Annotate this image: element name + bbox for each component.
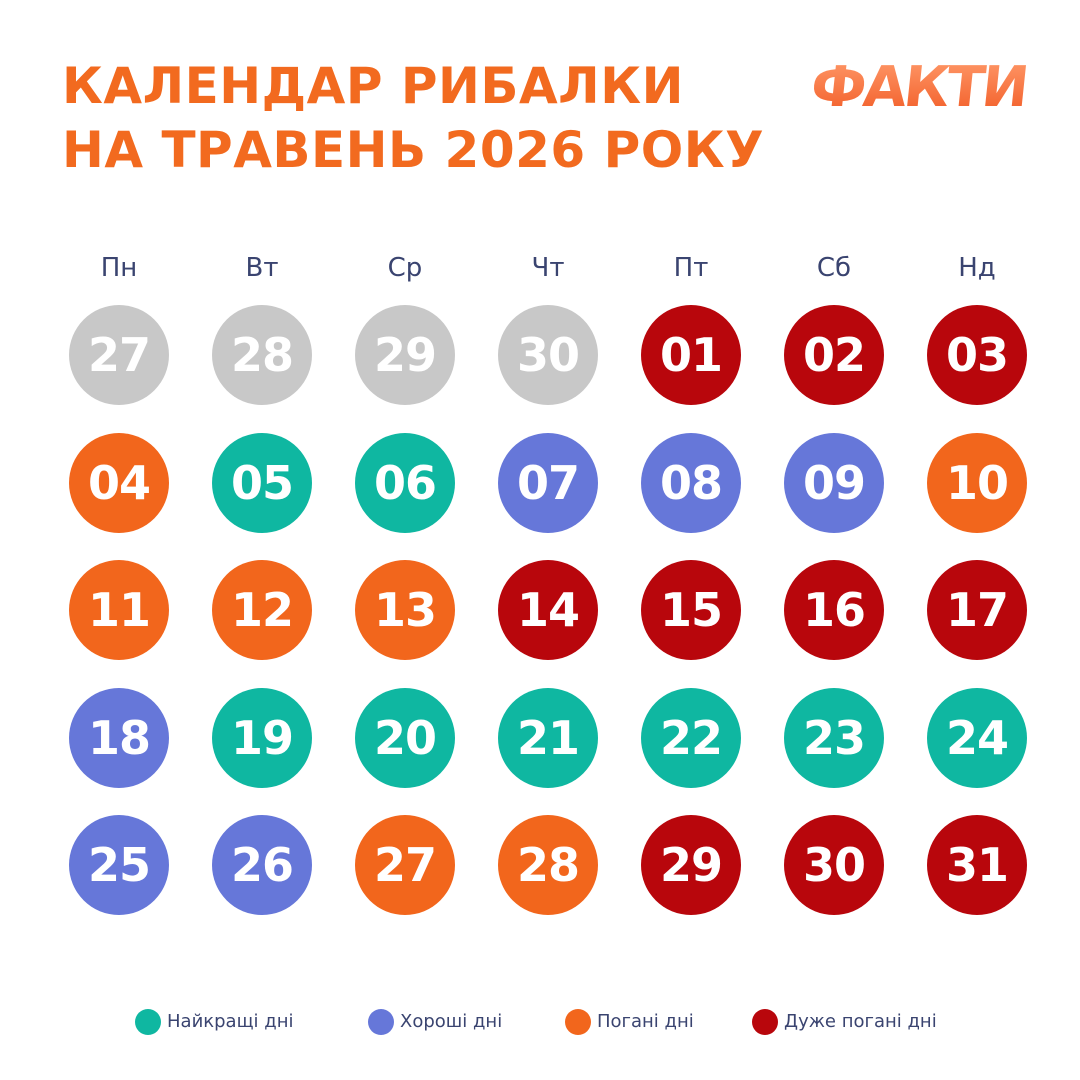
- calendar-day: 29: [641, 815, 741, 915]
- calendar-day: 30: [784, 815, 884, 915]
- calendar-day: 09: [784, 432, 884, 533]
- legend-label: Хороші дні: [400, 1011, 503, 1032]
- calendar-day: 16: [784, 560, 884, 660]
- legend-dot-icon: [368, 1009, 394, 1035]
- calendar-day: 10: [927, 432, 1027, 533]
- calendar-day: 19: [212, 687, 312, 788]
- weekday-label: Ср: [387, 253, 423, 283]
- calendar-day: 01: [641, 305, 741, 405]
- calendar-day: 30: [498, 305, 598, 405]
- calendar-day: 28: [212, 305, 312, 405]
- weekday-header: Пн Вт Ср Чт Пт Сб Нд: [69, 248, 1027, 288]
- weekday-label: Чт: [531, 253, 565, 283]
- calendar-day: 17: [927, 560, 1027, 660]
- legend-dot-icon: [752, 1009, 778, 1035]
- fakty-logo: ФАКТИ: [807, 55, 1030, 120]
- calendar-day: 03: [927, 305, 1027, 405]
- legend-item: Погані дні: [565, 1008, 694, 1036]
- calendar-day: 24: [927, 687, 1027, 788]
- calendar-day: 13: [355, 560, 455, 660]
- title-line-1: КАЛЕНДАР РИБАЛКИ: [62, 57, 684, 115]
- calendar-day: 27: [355, 815, 455, 915]
- calendar-day: 21: [498, 687, 598, 788]
- legend-label: Погані дні: [597, 1011, 694, 1032]
- calendar-day: 18: [69, 687, 169, 788]
- legend-label: Найкращі дні: [167, 1011, 294, 1032]
- calendar-day: 06: [355, 432, 455, 533]
- calendar-day: 20: [355, 687, 455, 788]
- legend: Найкращі дні Хороші дні Погані дні Дуже пог…: [0, 1008, 1080, 1038]
- legend-dot-icon: [565, 1009, 591, 1035]
- calendar-day: 26: [212, 815, 312, 915]
- calendar-day: 14: [498, 560, 598, 660]
- calendar-day: 27: [69, 305, 169, 405]
- weekday-label: Пн: [100, 253, 138, 283]
- legend-item: Дуже погані дні: [752, 1008, 937, 1036]
- legend-label: Дуже погані дні: [784, 1011, 937, 1032]
- weekday-label: Нд: [958, 253, 996, 283]
- weekday-label: Сб: [816, 253, 852, 283]
- legend-item: Хороші дні: [368, 1008, 502, 1036]
- weekday-label: Вт: [245, 253, 279, 283]
- calendar-day: 05: [212, 432, 312, 533]
- title-line-2: НА ТРАВЕНЬ 2026 РОКУ: [62, 121, 765, 179]
- calendar-day: 02: [784, 305, 884, 405]
- calendar-day: 15: [641, 560, 741, 660]
- calendar-day: 08: [641, 432, 741, 533]
- calendar-day: 11: [69, 560, 169, 660]
- page-title: КАЛЕНДАР РИБАЛКИ НА ТРАВЕНЬ 2026 РОКУ: [62, 54, 764, 182]
- legend-item: Найкращі дні: [135, 1008, 293, 1036]
- calendar-day: 07: [498, 432, 598, 533]
- calendar-day: 29: [355, 305, 455, 405]
- calendar-day: 31: [927, 815, 1027, 915]
- calendar-day: 28: [498, 815, 598, 915]
- weekday-label: Пт: [673, 253, 709, 283]
- calendar-day: 04: [69, 432, 169, 533]
- calendar-day: 12: [212, 560, 312, 660]
- calendar-day: 22: [641, 687, 741, 788]
- calendar-grid: 27 28 29 30 01 02 03 04 05 06 07 08 09 10 11 12 13 14 15 16…: [69, 305, 1027, 915]
- legend-dot-icon: [135, 1009, 161, 1035]
- calendar-day: 23: [784, 687, 884, 788]
- calendar-day: 25: [69, 815, 169, 915]
